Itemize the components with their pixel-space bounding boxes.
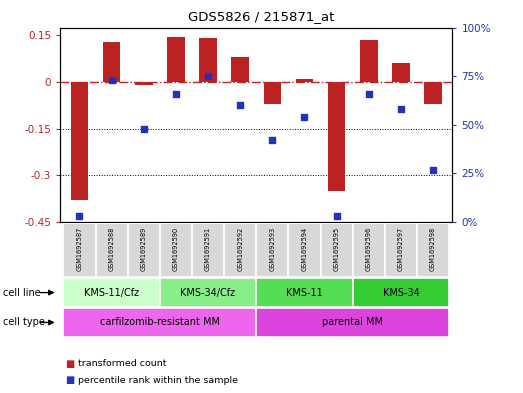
Text: ■: ■	[65, 375, 75, 385]
Bar	[160, 278, 256, 307]
Point	[300, 114, 309, 120]
Point	[172, 90, 180, 97]
Point	[107, 77, 116, 83]
Text: GSM1692595: GSM1692595	[334, 227, 339, 271]
Bar	[288, 223, 321, 277]
Bar	[224, 223, 256, 277]
Text: GSM1692587: GSM1692587	[76, 227, 83, 271]
Bar	[96, 223, 128, 277]
Point	[397, 106, 405, 112]
Bar	[160, 223, 192, 277]
Point	[204, 73, 212, 79]
Text: GSM1692593: GSM1692593	[269, 227, 275, 271]
Bar	[199, 39, 217, 82]
Bar	[353, 223, 385, 277]
Bar	[353, 278, 449, 307]
Bar	[71, 82, 88, 200]
Text: KMS-34: KMS-34	[383, 288, 419, 298]
Bar	[103, 42, 120, 82]
Text: GSM1692594: GSM1692594	[301, 227, 308, 271]
Text: GDS5826 / 215871_at: GDS5826 / 215871_at	[188, 10, 335, 23]
Text: KMS-11: KMS-11	[286, 288, 323, 298]
Bar	[328, 82, 346, 191]
Text: KMS-34/Cfz: KMS-34/Cfz	[180, 288, 235, 298]
Text: GSM1692589: GSM1692589	[141, 227, 147, 271]
Bar	[295, 79, 313, 82]
Bar	[417, 223, 449, 277]
Text: carfilzomib-resistant MM: carfilzomib-resistant MM	[100, 318, 220, 327]
Text: cell type: cell type	[3, 318, 44, 327]
Bar	[264, 82, 281, 104]
Bar	[63, 278, 160, 307]
Text: cell line: cell line	[3, 288, 40, 298]
Bar	[192, 223, 224, 277]
Point	[268, 137, 277, 143]
Text: ■: ■	[65, 358, 75, 369]
Bar	[63, 223, 96, 277]
Text: transformed count: transformed count	[78, 359, 167, 368]
Bar	[360, 40, 378, 82]
Bar	[128, 223, 160, 277]
Bar	[256, 308, 449, 337]
Text: GSM1692591: GSM1692591	[205, 227, 211, 271]
Point	[140, 125, 148, 132]
Text: GSM1692588: GSM1692588	[109, 227, 115, 271]
Bar	[167, 37, 185, 82]
Point	[333, 213, 341, 219]
Text: parental MM: parental MM	[322, 318, 383, 327]
Text: percentile rank within the sample: percentile rank within the sample	[78, 376, 238, 384]
Bar	[392, 63, 410, 82]
Text: GSM1692592: GSM1692592	[237, 227, 243, 271]
Bar	[256, 223, 288, 277]
Text: GSM1692590: GSM1692590	[173, 227, 179, 271]
Text: GSM1692597: GSM1692597	[398, 227, 404, 271]
Point	[75, 213, 84, 219]
Text: GSM1692598: GSM1692598	[430, 227, 436, 271]
Text: GSM1692596: GSM1692596	[366, 227, 372, 271]
Point	[429, 166, 437, 173]
Point	[365, 90, 373, 97]
Text: KMS-11/Cfz: KMS-11/Cfz	[84, 288, 139, 298]
Bar	[256, 278, 353, 307]
Bar	[385, 223, 417, 277]
Point	[236, 102, 244, 108]
Bar	[231, 57, 249, 82]
Bar	[321, 223, 353, 277]
Bar	[135, 82, 153, 85]
Bar	[424, 82, 442, 104]
Bar	[63, 308, 256, 337]
